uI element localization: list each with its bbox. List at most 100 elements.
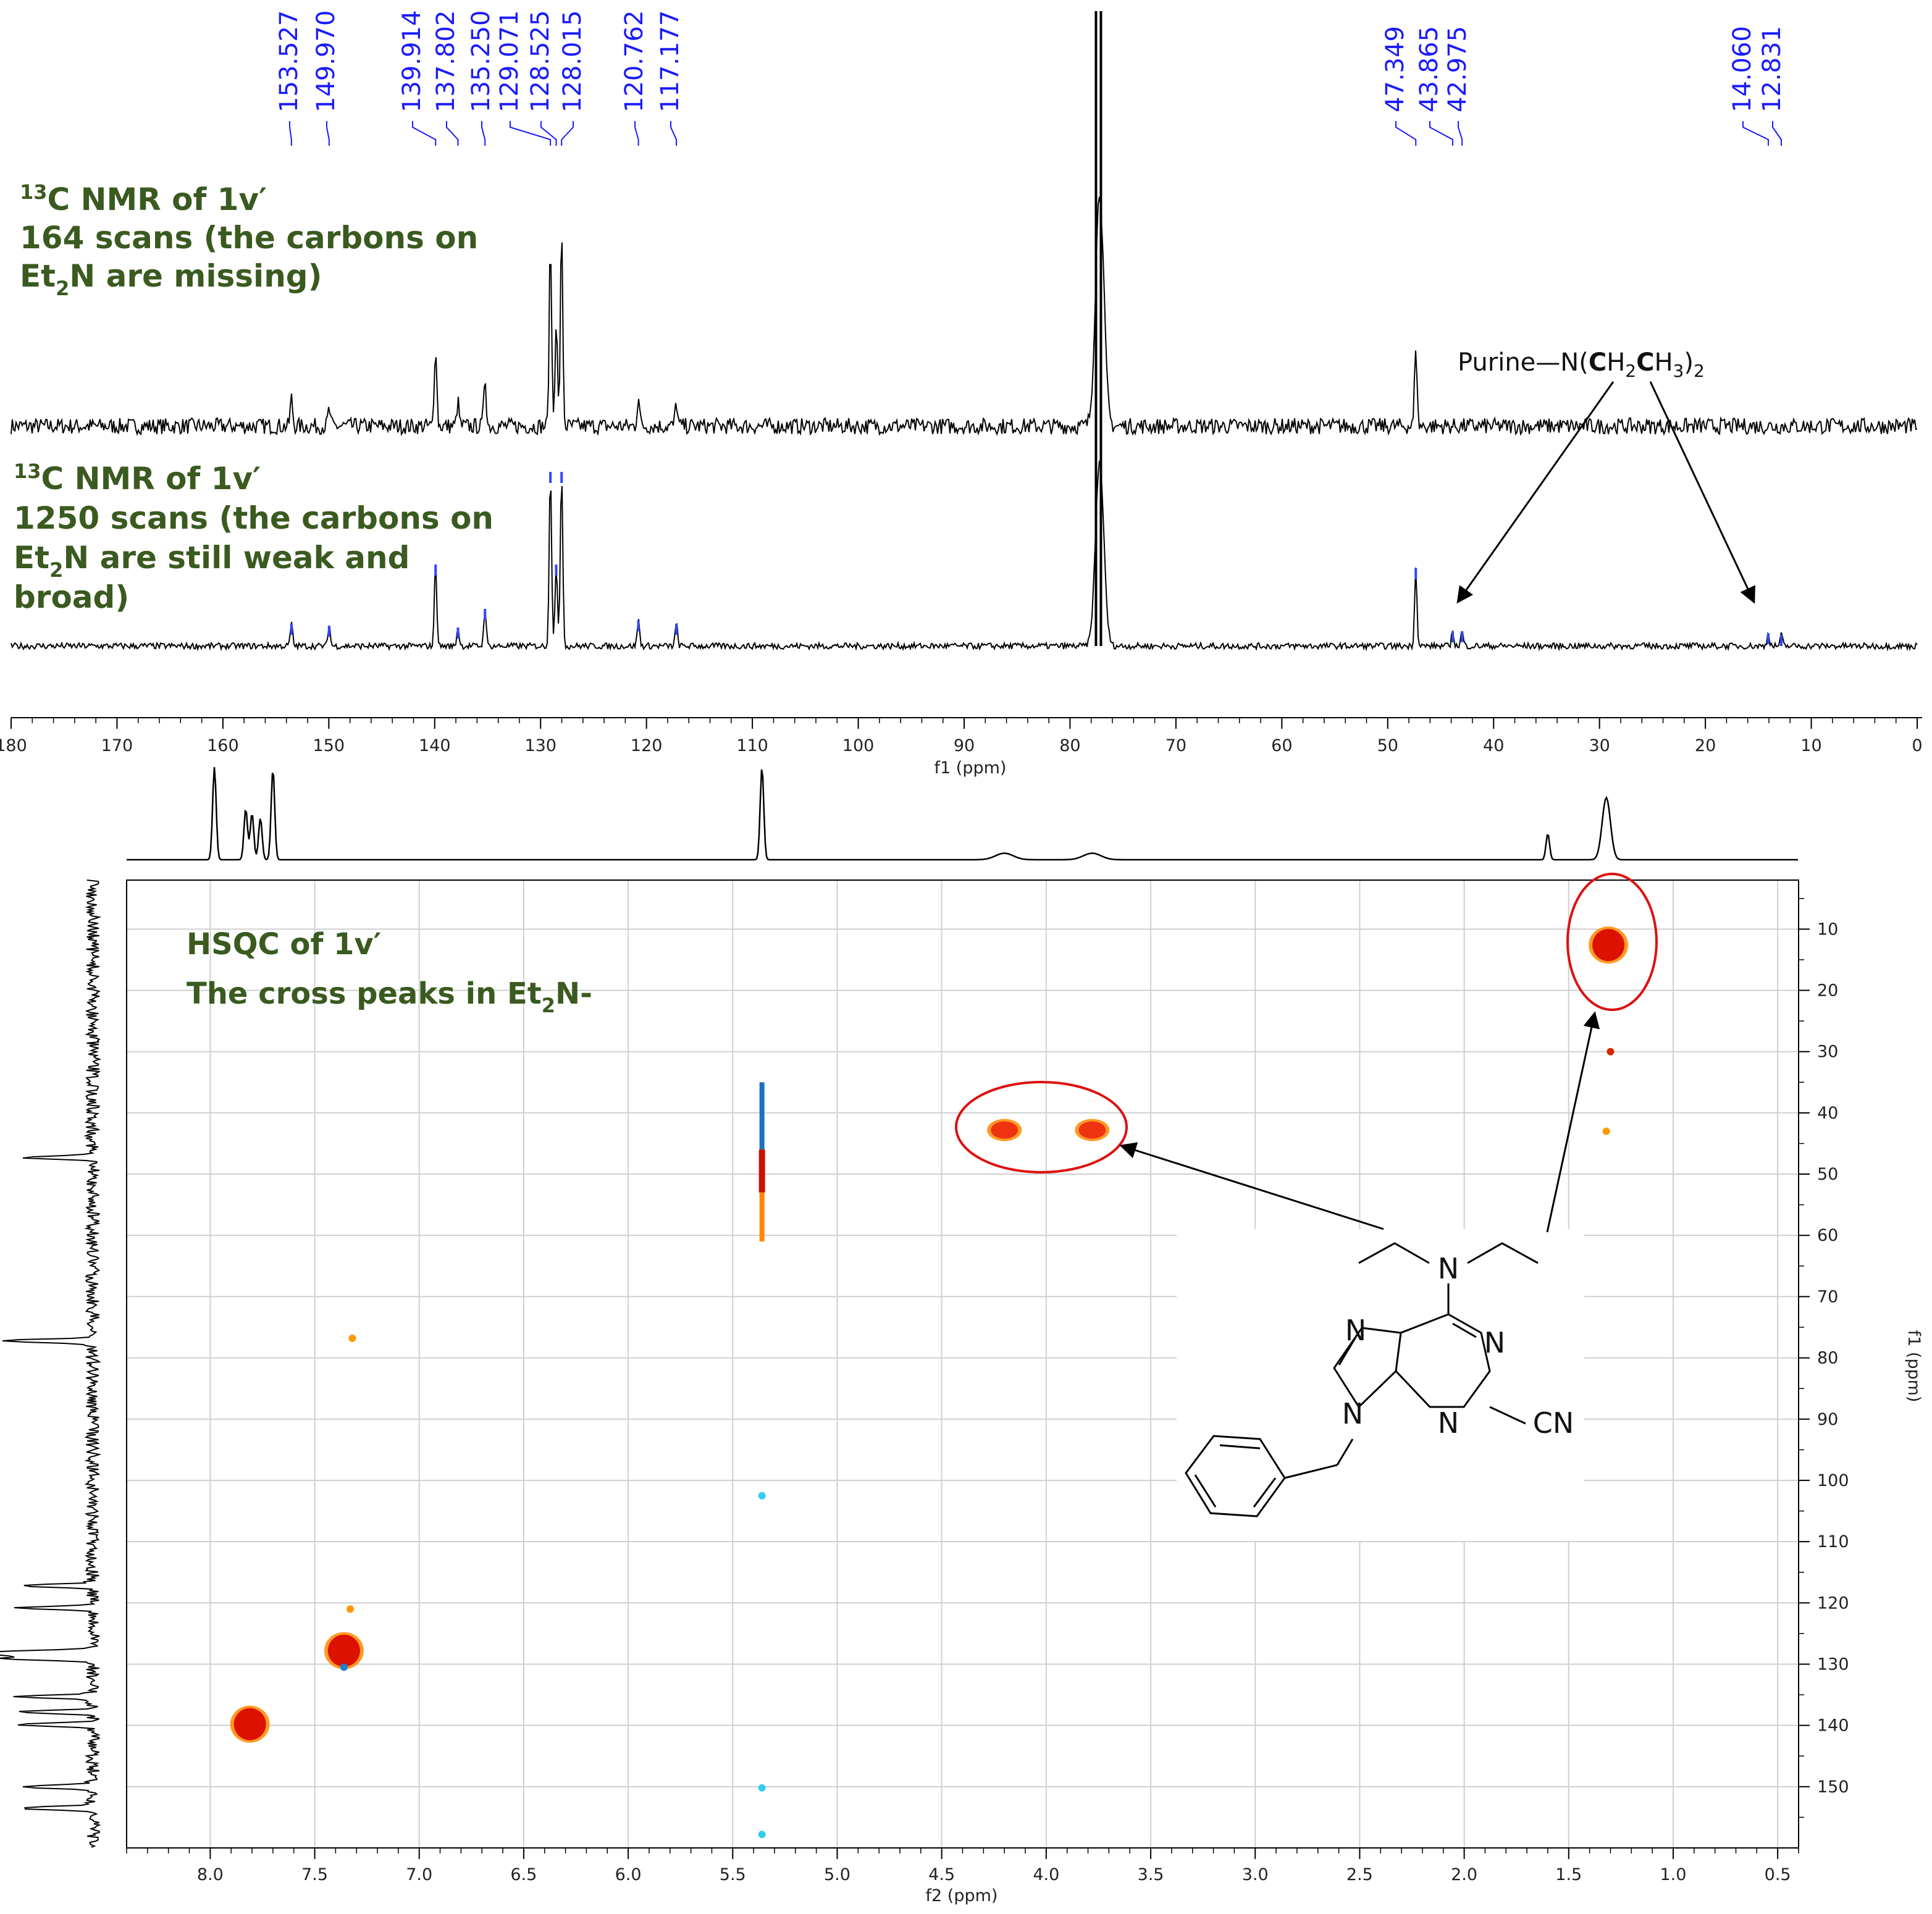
hsqc-f2-tick-label: 2.0	[1451, 1865, 1477, 1884]
f1-tick-label: 100	[842, 736, 875, 755]
hsqc-f2-tick-label: 4.5	[928, 1865, 955, 1884]
annotation-prefix: Purine	[1458, 348, 1535, 377]
hsqc-f1-tick-label: 50	[1817, 1165, 1838, 1184]
pyrimidine-ring	[1395, 1313, 1491, 1408]
annotation-sub3: 3	[1673, 361, 1684, 381]
f1-axis: 180 170 160 150 140 130 120 110 100 90 80 70 60 50 40 3…	[0, 717, 1923, 755]
caption-1250-et: Et	[14, 540, 49, 576]
f1-tick-label: 160	[207, 736, 239, 755]
f1-axis-label: f1 (ppm)	[934, 758, 1007, 778]
svg-text:Et2N are still weak and: Et2N are still weak and	[14, 540, 410, 582]
atom-n-amine: N	[1438, 1252, 1459, 1285]
annotation-n: N(	[1560, 348, 1589, 377]
f1-tick-label: 140	[419, 736, 451, 755]
bond-ch2-phenyl	[1284, 1464, 1338, 1479]
arrow-to-ch3-peak	[1546, 1011, 1600, 1233]
annotation-c2: C	[1636, 348, 1654, 377]
peak-label-leader	[481, 121, 486, 146]
peak-label-group: 153.527 149.970 139.914 137.802 135.250 129.0…	[275, 10, 1786, 112]
f1-tick-label: 60	[1271, 736, 1292, 755]
annotation-sub-outer: 2	[1694, 361, 1705, 381]
hsqc-f2-tick-label: 8.0	[197, 1865, 224, 1884]
peak-label: 42.975	[1443, 26, 1472, 112]
caption-164-sup: 13	[20, 180, 48, 204]
hsqc-f1-tick-label: 40	[1817, 1104, 1838, 1123]
peak-label-leader	[540, 121, 557, 146]
peak-label: 120.762	[620, 10, 649, 112]
peak-label-leader	[561, 121, 574, 146]
annotation-h2: H	[1606, 348, 1625, 377]
f1-tick-label: 120	[631, 736, 663, 755]
peak-label: 153.527	[275, 10, 303, 112]
f1-tick-label: 10	[1800, 736, 1821, 755]
hsqc-f2-tick-label: 2.5	[1346, 1865, 1373, 1884]
hsqc-f1-tick-label: 90	[1817, 1410, 1838, 1429]
svg-text:13C NMR of 1v′: 13C NMR of 1v′	[20, 180, 267, 217]
hsqc-f1-tick-label: 100	[1817, 1471, 1849, 1490]
hsqc-f2-tick-label: 5.0	[824, 1865, 850, 1884]
svg-text:Et2N are missing): Et2N are missing)	[20, 258, 322, 300]
caption-164-sub: 2	[56, 277, 69, 300]
hsqc-cross-peak	[1606, 1047, 1615, 1056]
f1-tick-label: 50	[1377, 736, 1398, 755]
f1-tick-label: 180	[0, 736, 27, 755]
peak-label: 139.914	[398, 10, 426, 112]
hsqc-f2-tick-label: 0.5	[1765, 1865, 1791, 1884]
peak-label: 135.250	[467, 10, 495, 112]
hsqc-f1-tick-label: 110	[1817, 1532, 1849, 1551]
f1-tick-label: 0	[1912, 736, 1922, 755]
annotation-arrow-ch3	[1649, 381, 1755, 604]
f1-tick-label: 20	[1695, 736, 1716, 755]
caption-1250-title: C NMR of 1v′	[41, 461, 261, 497]
peak-label: 129.071	[495, 10, 524, 112]
hsqc-f1-tick-label: 140	[1817, 1716, 1849, 1736]
hsqc-f1-tick-label: 60	[1817, 1226, 1838, 1245]
svg-text:Purine—N(CH2CH3)2: Purine—N(CH2CH3)2	[1458, 348, 1705, 381]
solvent-streak-orange	[759, 1192, 765, 1242]
hsqc-f2-tick-label: 4.0	[1033, 1865, 1059, 1884]
peak-label-leader	[446, 121, 459, 146]
caption-164-et: Et	[20, 258, 56, 294]
f1-tick-label: 80	[1059, 736, 1080, 755]
atom-cn: CN	[1533, 1406, 1574, 1440]
atom-n7: N	[1345, 1314, 1366, 1347]
annotation-arrow-ch2	[1456, 381, 1615, 604]
hsqc-cross-peak-group	[230, 926, 1629, 1839]
imidazole-ring	[1333, 1327, 1401, 1409]
ethyl-right	[1467, 1242, 1539, 1264]
hsqc-cross-peak	[233, 1708, 266, 1740]
arrow-to-ch2-peaks	[1119, 1142, 1384, 1230]
highlight-ellipse-ch2	[955, 1081, 1128, 1173]
phenyl-double-2	[1194, 1474, 1217, 1508]
hsqc-cross-peak	[346, 1605, 355, 1613]
hsqc-cross-peak	[758, 1492, 766, 1500]
phenyl-double-1	[1219, 1444, 1261, 1450]
hsqc-f1-axis: 10 20 30 40 50 60 70 80 90 100 110 120 130 140 150	[1799, 898, 1849, 1818]
peak-label: 12.831	[1758, 26, 1786, 112]
hsqc-cross-peak	[348, 1334, 356, 1342]
hsqc-f1-tick-label: 20	[1817, 981, 1838, 1001]
atom-n1: N	[1484, 1326, 1505, 1359]
phenyl-double-3	[1253, 1477, 1277, 1508]
hsqc-f1-tick-label: 130	[1817, 1655, 1849, 1674]
atom-n3: N	[1438, 1406, 1459, 1440]
caption-1250-sup: 13	[14, 460, 41, 483]
peak-label-leader	[289, 121, 292, 146]
annotation-c1: C	[1589, 348, 1606, 377]
hsqc-f2-tick-label: 1.5	[1555, 1865, 1582, 1884]
hsqc-f1-tick-label: 10	[1817, 920, 1838, 939]
peak-label-leader	[1395, 121, 1417, 146]
peak-label: 149.970	[312, 10, 340, 112]
bond-n9-ch2	[1336, 1438, 1354, 1466]
peak-label: 14.060	[1728, 26, 1757, 112]
hsqc-cross-peak	[758, 1831, 766, 1839]
annotation-dash: —	[1535, 348, 1560, 377]
hsqc-f2-tick-label: 6.0	[615, 1865, 642, 1884]
hsqc-f1-tick-label: 150	[1817, 1778, 1849, 1797]
hsqc-cross-peak	[340, 1663, 348, 1671]
hsqc-f1-tick-label: 30	[1817, 1043, 1838, 1062]
hsqc-title: HSQC of 1v′	[187, 927, 381, 962]
annotation-close: )	[1684, 348, 1694, 377]
caption-1250-line4: broad)	[14, 579, 129, 615]
peak-label: 128.015	[558, 10, 587, 112]
